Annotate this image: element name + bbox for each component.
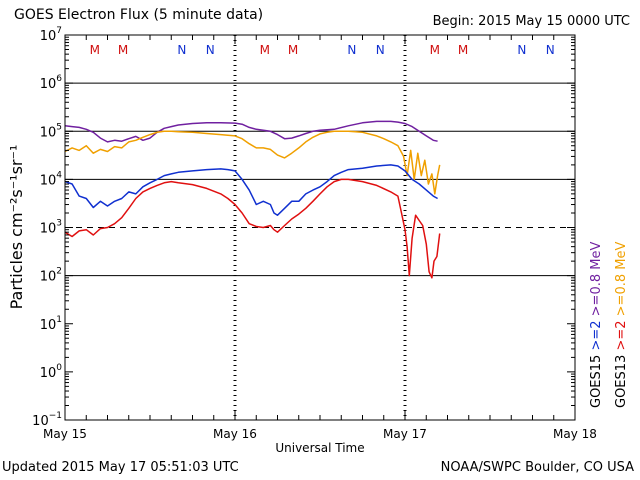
marker-n: N <box>376 43 385 57</box>
x-axis-label: Universal Time <box>275 441 365 455</box>
marker-m: M <box>118 43 128 57</box>
series-line <box>64 120 438 143</box>
marker-m: M <box>90 43 100 57</box>
marker-n: N <box>206 43 215 57</box>
y-tick-label: 101 <box>40 315 62 333</box>
chart-title: GOES Electron Flux (5 minute data) <box>14 7 264 23</box>
y-tick-label: 10−1 <box>32 411 62 429</box>
marker-m: M <box>260 43 270 57</box>
y-tick-label: 100 <box>40 363 63 381</box>
series-layer <box>64 120 441 279</box>
marker-n: N <box>546 43 555 57</box>
legend: GOES15 >=2 >=0.8 MeV GOES13 >=2 >=0.8 MeV <box>589 242 629 408</box>
marker-m: M <box>458 43 468 57</box>
x-tick-label: May 18 <box>553 427 597 441</box>
series-line <box>64 130 441 195</box>
y-tick-label: 104 <box>40 170 63 188</box>
y-tick-label: 106 <box>40 74 63 92</box>
begin-time-label: Begin: 2015 May 15 0000 UTC <box>432 14 630 29</box>
y-tick-label: 105 <box>40 122 62 140</box>
x-tick-label: May 17 <box>383 427 427 441</box>
day-separator-layer <box>233 35 407 420</box>
series-line <box>64 164 438 216</box>
grid-layer <box>65 82 575 277</box>
credit-label: NOAA/SWPC Boulder, CO USA <box>440 460 634 475</box>
marker-n: N <box>517 43 526 57</box>
marker-n: N <box>347 43 356 57</box>
tick-layer <box>64 35 576 421</box>
x-tick-label: May 15 <box>43 427 87 441</box>
y-tick-label-layer: 10−1 100 101 102 103 104 105 106 107 <box>32 26 62 429</box>
legend-goes15: GOES15 >=2 >=0.8 MeV <box>589 242 604 408</box>
marker-m: M <box>430 43 440 57</box>
x-tick-label-layer: May 15 May 16 May 17 May 18 <box>43 427 597 441</box>
x-tick-label: May 16 <box>213 427 257 441</box>
y-tick-label: 103 <box>40 219 62 237</box>
updated-timestamp: Updated 2015 May 17 05:51:03 UTC <box>2 460 239 475</box>
y-tick-label: 102 <box>40 267 62 285</box>
y-tick-label: 107 <box>40 26 62 44</box>
y-axis-label: Particles cm⁻²s⁻¹sr⁻¹ <box>7 145 26 310</box>
series-line <box>64 178 441 279</box>
marker-n: N <box>177 43 186 57</box>
marker-m: M <box>288 43 298 57</box>
legend-goes13: GOES13 >=2 >=0.8 MeV <box>614 242 629 408</box>
